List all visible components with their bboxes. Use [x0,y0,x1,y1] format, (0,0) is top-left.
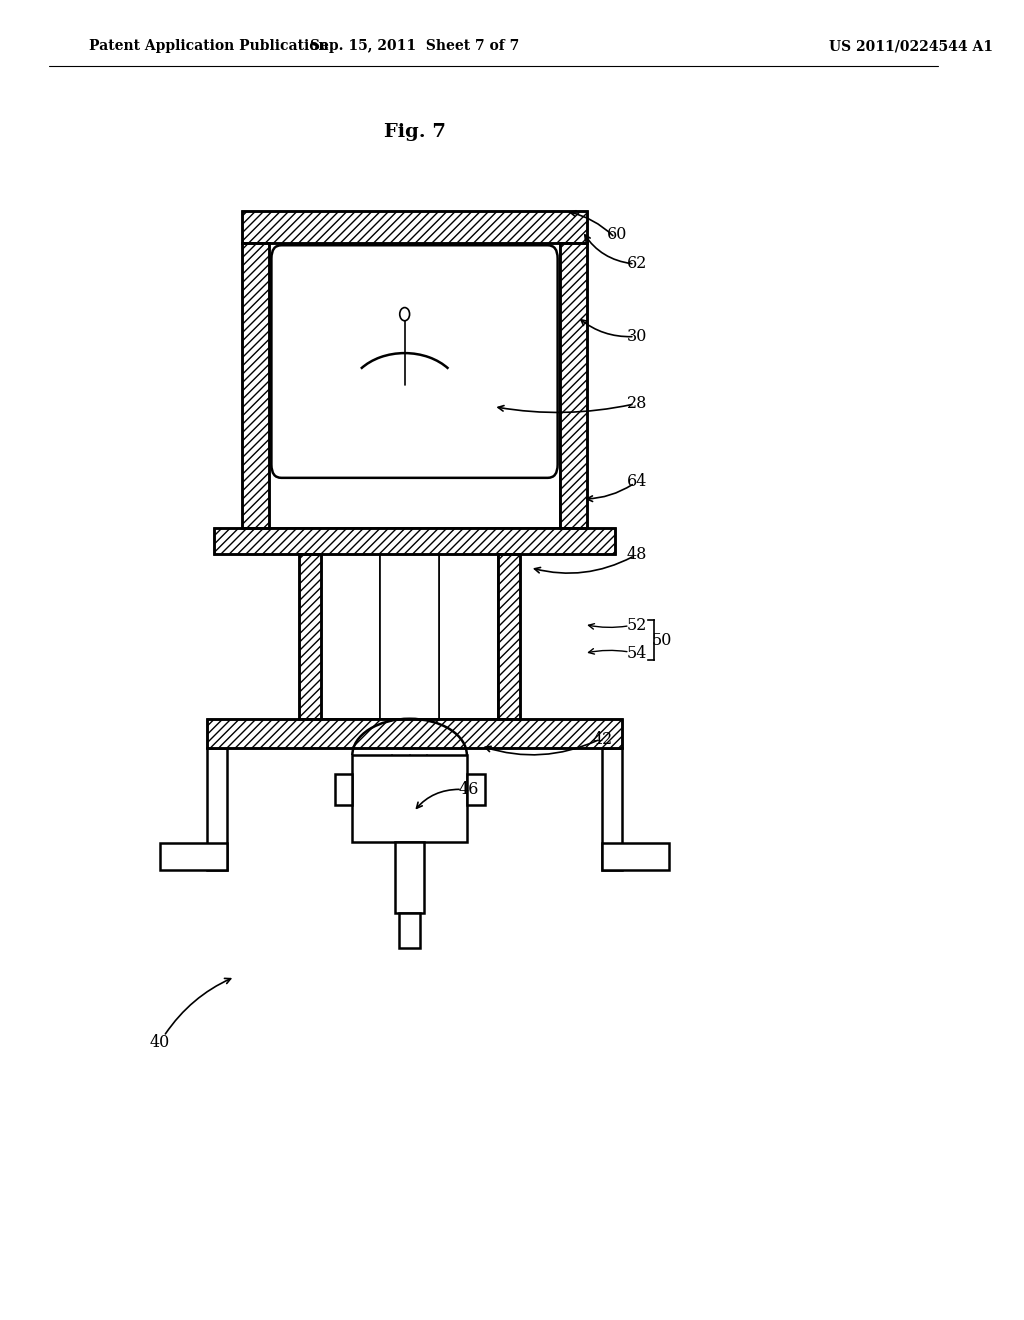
Text: 60: 60 [607,227,628,243]
Bar [380,554,439,719]
Bar [242,243,269,528]
Bar [299,554,321,719]
Text: 64: 64 [627,474,647,490]
Bar [214,528,614,554]
Bar [559,243,587,528]
Text: 50: 50 [651,632,672,648]
Bar [499,554,520,719]
Bar [602,843,669,870]
Bar [269,243,559,528]
Text: 40: 40 [151,1035,170,1051]
Bar [207,748,227,870]
Bar [395,842,424,913]
Text: 62: 62 [627,256,647,272]
Bar [352,755,467,842]
Text: Sep. 15, 2011  Sheet 7 of 7: Sep. 15, 2011 Sheet 7 of 7 [310,40,519,53]
Text: US 2011/0224544 A1: US 2011/0224544 A1 [829,40,993,53]
Bar [160,843,227,870]
Text: 54: 54 [627,645,647,661]
Bar [439,554,499,719]
Text: 46: 46 [459,781,479,797]
Bar [207,719,622,748]
Bar [398,913,421,948]
Text: 30: 30 [627,329,647,345]
Text: Fig. 7: Fig. 7 [384,123,445,141]
Bar [602,748,622,870]
Bar [299,554,321,719]
Circle shape [399,308,410,321]
Text: 42: 42 [592,731,612,747]
Bar [242,211,587,243]
Bar [559,243,587,528]
Bar [321,554,380,719]
Bar [467,774,484,805]
Bar [207,719,622,748]
Bar [242,243,269,528]
Bar [214,528,614,554]
Bar [499,554,520,719]
Text: 28: 28 [627,396,647,412]
Text: 48: 48 [627,546,647,562]
Text: 52: 52 [627,618,647,634]
Bar [335,774,352,805]
FancyBboxPatch shape [271,246,558,478]
Bar [242,211,587,243]
Text: Patent Application Publication: Patent Application Publication [89,40,329,53]
